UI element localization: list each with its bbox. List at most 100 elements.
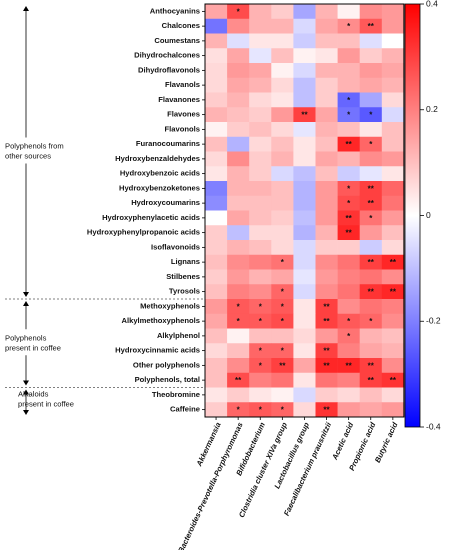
significance-marker: ** <box>346 140 353 149</box>
column-label: Butyric acid <box>373 421 400 465</box>
significance-marker: * <box>281 258 285 267</box>
heatmap-cell <box>249 210 272 226</box>
significance-marker: ** <box>323 317 330 326</box>
heatmap-cell <box>205 166 228 182</box>
heatmap-cell <box>205 343 228 359</box>
heatmap-cell <box>249 225 272 241</box>
heatmap-cell <box>271 181 294 197</box>
heatmap-cell <box>381 122 405 138</box>
heatmap-cell <box>315 63 338 79</box>
row-label: Theobromine <box>152 390 200 399</box>
heatmap-cell <box>293 372 316 388</box>
heatmap-cell <box>227 4 250 20</box>
row-label: Hydroxyphenylacetic acids <box>102 213 200 222</box>
heatmap-cell <box>293 225 316 241</box>
heatmap-cell <box>337 358 360 374</box>
heatmap-cell <box>315 284 338 300</box>
heatmap-cell <box>205 195 228 211</box>
significance-marker: ** <box>368 22 375 31</box>
heatmap-cell <box>271 166 294 182</box>
heatmap-cell <box>359 387 383 403</box>
row-label: Anthocyanins <box>150 6 200 15</box>
heatmap-cell <box>293 92 316 108</box>
heatmap-cell <box>249 372 272 388</box>
significance-markers: ** ***** * *** ** *** **** **** ** *** ** *** * * *** *… <box>235 7 397 414</box>
heatmap-cell <box>359 225 383 241</box>
row-label: Isoflavonoids <box>151 242 200 251</box>
arrow-up-icon <box>23 389 29 395</box>
heatmap-cell <box>271 136 294 152</box>
heatmap-cell <box>315 4 338 20</box>
heatmap-cell <box>227 240 250 256</box>
heatmap-cell <box>381 328 405 344</box>
heatmap-cell <box>205 48 228 64</box>
heatmap-cell <box>337 151 360 167</box>
row-label: Alkylmethoxyphenols <box>122 316 201 325</box>
heatmap-cell <box>271 33 294 49</box>
heatmap-cell <box>271 269 294 285</box>
significance-marker: ** <box>390 258 397 267</box>
heatmap-cell <box>271 358 294 374</box>
heatmap-cell <box>315 77 338 93</box>
heatmap-cell <box>227 48 250 64</box>
heatmap-cell <box>315 372 338 388</box>
row-label: Flavanols <box>165 80 200 89</box>
heatmap-cell <box>293 254 316 270</box>
row-label: Lignans <box>171 257 200 266</box>
significance-marker: ** <box>323 406 330 415</box>
row-label: Hydroxybenzoketones <box>119 183 200 192</box>
heatmap-cell <box>249 343 272 359</box>
heatmap-cell <box>315 240 338 256</box>
significance-marker: * <box>259 347 263 356</box>
heatmap-cell <box>293 210 316 226</box>
significance-marker: ** <box>323 347 330 356</box>
heatmap-cell <box>359 18 383 34</box>
row-label: Furanocoumarins <box>136 139 200 148</box>
heatmap-cell <box>249 181 272 197</box>
heatmap-cell <box>249 48 272 64</box>
heatmap-cell <box>249 358 272 374</box>
heatmap-cell <box>271 299 294 315</box>
significance-marker: * <box>259 361 263 370</box>
arrow-down-icon <box>23 410 29 415</box>
significance-marker: ** <box>368 361 375 370</box>
heatmap-cell <box>249 299 272 315</box>
arrow-down-icon <box>23 292 29 297</box>
heatmap-cell <box>381 181 405 197</box>
significance-marker: * <box>347 96 351 105</box>
heatmap-cell <box>381 225 405 241</box>
heatmap-cell <box>271 107 294 123</box>
significance-marker: ** <box>390 288 397 297</box>
heatmap-cell <box>293 166 316 182</box>
significance-marker: ** <box>368 258 375 267</box>
heatmap-cell <box>315 48 338 64</box>
heatmap-cell <box>381 210 405 226</box>
heatmap-cell <box>359 313 383 329</box>
significance-marker: * <box>259 317 263 326</box>
heatmap-cell <box>293 63 316 79</box>
significance-marker: ** <box>279 361 286 370</box>
heatmap-cell <box>271 122 294 138</box>
heatmap-cell <box>205 92 228 108</box>
heatmap-cell <box>271 240 294 256</box>
row-label: Caffeine <box>170 405 200 414</box>
heatmap-cell <box>359 372 383 388</box>
heatmap-cell <box>205 313 228 329</box>
colorbar-tick-label: 0.2 <box>426 104 438 114</box>
significance-marker: * <box>237 7 241 16</box>
significance-marker: * <box>281 288 285 297</box>
heatmap-cell <box>205 402 228 418</box>
heatmap-cell <box>337 122 360 138</box>
heatmap-cell <box>359 107 383 123</box>
heatmap-cell <box>315 254 338 270</box>
heatmap-cell <box>205 372 228 388</box>
row-label: Hydroxybenzoic acids <box>120 169 200 178</box>
heatmap-cell <box>337 299 360 315</box>
heatmap-cell <box>249 151 272 167</box>
heatmap-cell <box>249 18 272 34</box>
heatmap-cell <box>293 136 316 152</box>
significance-marker: * <box>369 111 373 120</box>
heatmap-cell <box>227 299 250 315</box>
heatmap-cell <box>205 254 228 270</box>
